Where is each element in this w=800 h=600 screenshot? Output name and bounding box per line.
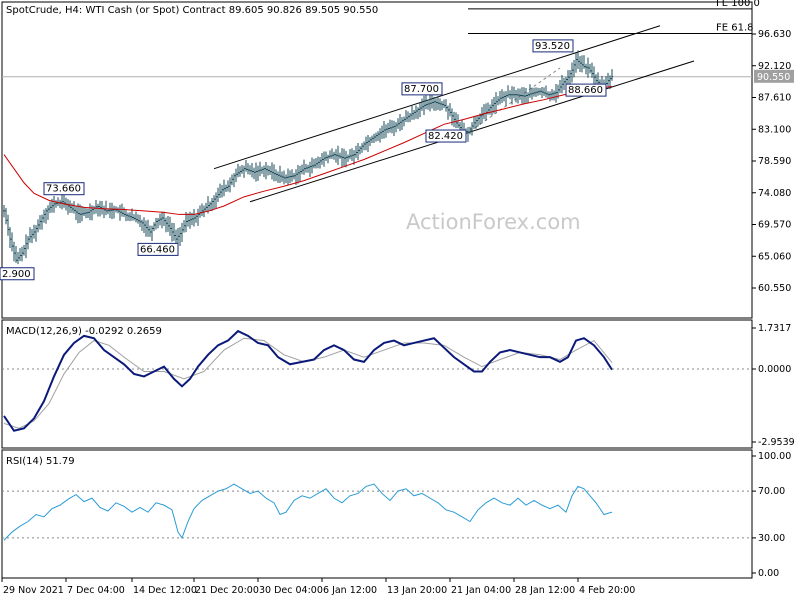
time-axis-label: 29 Nov 2021 bbox=[3, 585, 64, 596]
time-axis-label: 6 Jan 12:00 bbox=[323, 585, 377, 596]
fibo-label: FE 100.0 bbox=[716, 0, 760, 9]
rsi-title: RSI(14) 51.79 bbox=[6, 456, 75, 467]
rsi-line bbox=[3, 483, 613, 541]
price-label-box bbox=[425, 129, 467, 143]
chart-header: SpotCrude, H4: WTI Cash (or Spot) Contra… bbox=[6, 5, 378, 16]
macd-axis-label: -2.9539 bbox=[758, 437, 795, 448]
price-axis-label: 96.630 bbox=[758, 29, 791, 40]
rsi-axis: 100.00 70.00 30.00 0.00 bbox=[752, 451, 791, 579]
time-axis-label: 28 Jan 12:00 bbox=[515, 585, 575, 596]
fibo-label: FE 61.8 bbox=[716, 23, 754, 34]
moving-average-line bbox=[3, 85, 613, 215]
price-label-text: 93.520 bbox=[535, 41, 570, 52]
price-axis-label: 78.590 bbox=[758, 156, 791, 167]
channel-inner-dashed-line bbox=[469, 67, 561, 132]
price-axis-label: 65.060 bbox=[758, 251, 791, 262]
price-axis-label: 87.610 bbox=[758, 93, 791, 104]
macd-signal-line bbox=[3, 337, 613, 429]
price-panel-frame bbox=[1, 1, 753, 319]
price-label-text: 82.420 bbox=[428, 131, 463, 142]
channel-upper-line bbox=[213, 25, 661, 170]
price-label-box bbox=[43, 182, 85, 196]
current-price-tag bbox=[754, 69, 794, 83]
price-label-box bbox=[0, 267, 35, 281]
time-axis-label: 4 Feb 20:00 bbox=[579, 585, 635, 596]
watermark: ActionForex.com bbox=[406, 210, 581, 234]
macd-main-line bbox=[3, 329, 613, 432]
price-label-box bbox=[137, 242, 179, 256]
rsi-axis-label: 0.00 bbox=[758, 568, 779, 579]
time-axis-label: 7 Dec 04:00 bbox=[67, 585, 125, 596]
rsi-axis-label: 70.00 bbox=[758, 486, 785, 497]
macd-panel-frame bbox=[1, 319, 753, 449]
rsi-panel-frame bbox=[1, 449, 753, 579]
price-axis-label: 69.570 bbox=[758, 220, 791, 231]
price-label-box bbox=[565, 83, 607, 97]
rsi-axis-label: 30.00 bbox=[758, 533, 785, 544]
macd-axis: 1.7317 0.0000 -2.9539 bbox=[752, 323, 795, 448]
macd-series bbox=[2, 329, 752, 432]
price-label-text: 88.660 bbox=[568, 85, 603, 96]
macd-axis-label: 0.0000 bbox=[758, 364, 791, 375]
price-axis-label: 83.100 bbox=[758, 124, 791, 135]
price-label-text: 87.700 bbox=[404, 84, 439, 95]
time-axis-label: 14 Dec 12:00 bbox=[133, 585, 197, 596]
price-label-box bbox=[401, 82, 443, 96]
time-axis-label: 13 Jan 20:00 bbox=[387, 585, 447, 596]
price-annotations: 2.900 73.660 66.460 87.700 82.420 93.520 88.66… bbox=[0, 39, 607, 281]
fibo-levels: FE 100.0 FE 61.8 bbox=[468, 0, 760, 35]
price-axis-label: 74.080 bbox=[758, 188, 791, 199]
price-label-text: 66.460 bbox=[140, 244, 175, 255]
macd-title: MACD(12,26,9) -0.0292 0.2659 bbox=[6, 326, 162, 337]
rsi-axis-label: 100.00 bbox=[758, 451, 791, 462]
moving-average bbox=[3, 85, 613, 215]
price-label-text: 73.660 bbox=[46, 184, 81, 195]
time-axis-label: 21 Dec 20:00 bbox=[195, 585, 259, 596]
macd-axis-label: 1.7317 bbox=[758, 323, 791, 334]
price-axis-label: 60.550 bbox=[758, 283, 791, 294]
price-label-box bbox=[532, 39, 574, 53]
time-axis-label: 30 Dec 04:00 bbox=[259, 585, 323, 596]
current-price-label: 90.550 bbox=[757, 72, 790, 83]
rsi-series bbox=[2, 483, 752, 541]
time-axis-label: 21 Jan 04:00 bbox=[451, 585, 511, 596]
price-axis-label: 92.120 bbox=[758, 61, 791, 72]
price-bars bbox=[3, 50, 613, 265]
price-axis: 96.630 92.120 87.610 83.100 78.590 74.080 69.5… bbox=[752, 29, 794, 294]
price-label-text: 2.900 bbox=[2, 269, 31, 280]
